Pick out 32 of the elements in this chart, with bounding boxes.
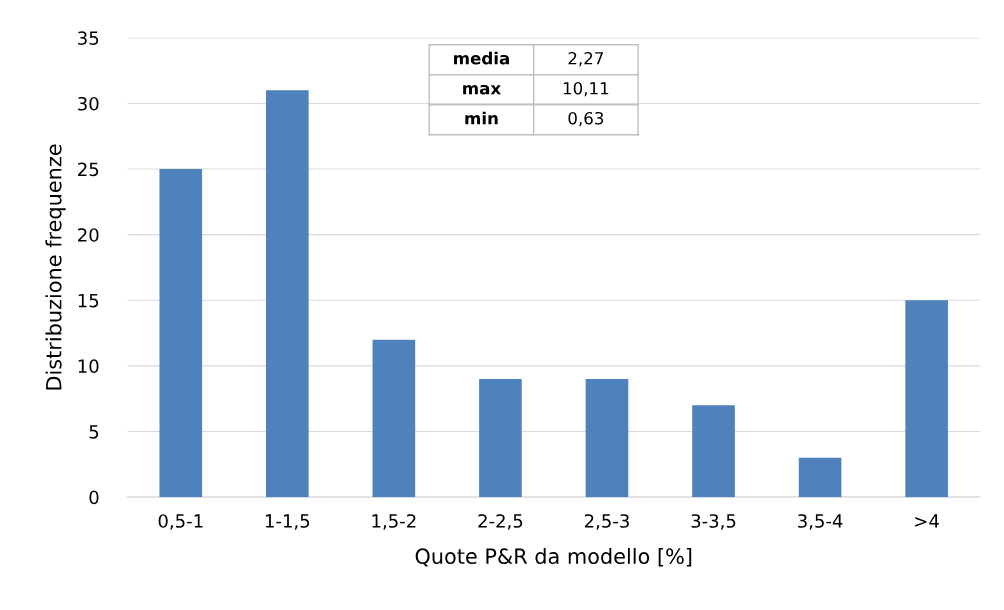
- bar: [372, 339, 416, 498]
- y-tick-label: 10: [78, 359, 99, 374]
- y-tick-label: 15: [78, 293, 99, 308]
- x-tick-label: 2,5-3: [584, 514, 629, 530]
- bar: [692, 405, 735, 498]
- x-tick-label: 3,5-4: [798, 514, 843, 530]
- bar: [585, 379, 629, 498]
- x-tick-label: 0,5-1: [158, 514, 203, 530]
- annotation: 0,63: [568, 111, 604, 127]
- annotation: 2,27: [568, 51, 604, 67]
- x-tick-label: 3-3,5: [691, 514, 736, 530]
- annotation: 10,11: [563, 81, 609, 97]
- y-axis-title: Distribuzione frequenze: [45, 144, 66, 390]
- x-tick-label: 1,5-2: [372, 514, 416, 530]
- bar: [798, 457, 842, 498]
- bar: [479, 379, 522, 498]
- x-tick-label: 1-1,5: [265, 514, 310, 530]
- y-tick-label: 35: [78, 31, 99, 45]
- annotation: media: [454, 51, 509, 65]
- annotation: max: [463, 84, 501, 95]
- y-tick-label: 5: [89, 425, 99, 439]
- bar: [266, 90, 309, 498]
- y-tick-label: 25: [78, 162, 99, 177]
- x-tick-label: >4: [915, 514, 939, 528]
- annotation: min: [465, 111, 498, 125]
- x-axis-title: Quote P&R da modello [%]: [415, 547, 692, 567]
- x-tick-label: 2-2,5: [478, 514, 523, 530]
- y-tick-label: 30: [78, 96, 99, 111]
- bar: [159, 169, 203, 498]
- bar: [905, 300, 948, 498]
- y-tick-label: 0: [89, 490, 99, 505]
- y-tick-label: 20: [78, 228, 99, 242]
